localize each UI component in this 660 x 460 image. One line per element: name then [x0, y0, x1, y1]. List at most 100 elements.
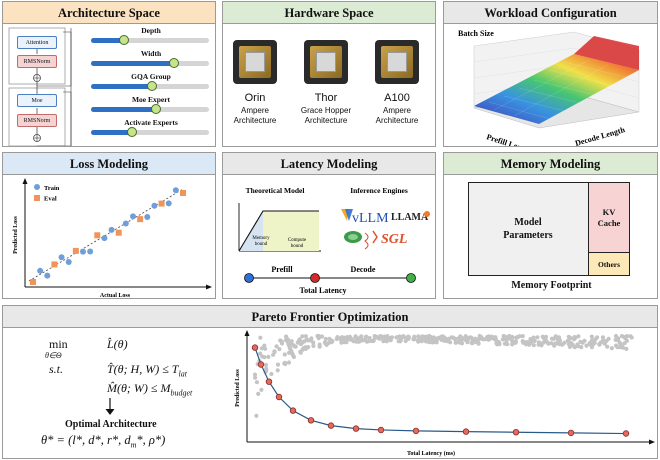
candidate-point: [309, 336, 314, 341]
svg-text:vLLM: vLLM: [352, 211, 389, 226]
memory-bound-label: Memory bound: [252, 236, 270, 247]
workload-configuration-title: Workload Configuration: [444, 2, 657, 24]
candidate-point: [613, 333, 619, 339]
slider-track[interactable]: [91, 58, 209, 68]
candidate-point: [263, 346, 268, 351]
train-point: [144, 213, 151, 220]
train-point: [122, 220, 129, 227]
decode-label: Decode: [351, 265, 376, 274]
candidate-point: [449, 335, 454, 340]
hardware-architecture: Ampere Architecture: [375, 106, 419, 125]
candidate-point: [589, 334, 594, 339]
candidate-point: [258, 335, 263, 340]
candidate-point: [597, 342, 602, 347]
candidate-point: [531, 335, 536, 340]
hardware-architecture: Ampere Architecture: [233, 106, 277, 125]
formula-memory-constraint: M̂(θ; W) ≤ Mbudget: [107, 381, 193, 398]
candidate-point: [427, 339, 432, 344]
candidate-point: [254, 413, 259, 418]
candidate-point: [279, 341, 285, 346]
slider-handle[interactable]: [150, 104, 161, 114]
slider-handle[interactable]: [127, 127, 138, 137]
eval-point: [30, 279, 36, 285]
slider-track[interactable]: [91, 81, 209, 91]
latency-diagram: Theoretical Model Inference Engines Memo…: [238, 186, 430, 295]
candidate-point: [438, 336, 443, 341]
slider-label: Activate Experts: [124, 118, 178, 127]
formula-st: s.t.: [49, 362, 64, 376]
moe-block: Moe: [17, 94, 57, 107]
candidate-point: [353, 334, 358, 339]
pareto-x-label: Total Latency (ms): [407, 450, 455, 457]
candidate-point: [259, 346, 264, 351]
slider-handle[interactable]: [119, 35, 130, 45]
pareto-optimal-point: [352, 425, 360, 432]
slider-track[interactable]: [91, 104, 209, 114]
compute-bound-label: Compute bound: [288, 238, 307, 249]
candidate-point: [434, 339, 439, 344]
train-point: [165, 200, 172, 207]
hardware-name: Thor: [314, 92, 338, 104]
candidate-point: [359, 334, 364, 339]
slider-fill: [91, 130, 133, 135]
loss-modeling-panel: Loss Modeling Train Eval Predicted Loss …: [2, 152, 216, 299]
candidate-point: [448, 340, 453, 345]
theoretical-model-label: Theoretical Model: [246, 186, 305, 195]
candidate-point: [283, 338, 289, 343]
architecture-sliders: Depth Width GQA Group Moe Expert Activate Ex…: [89, 26, 213, 144]
sglang-logo: SGL: [372, 230, 407, 247]
memory-modeling-panel: Memory Modeling Model Parameters KV Cach…: [443, 152, 658, 299]
legend-train-marker: [34, 184, 40, 190]
slider-label: GQA Group: [131, 72, 171, 81]
candidate-point: [453, 340, 458, 345]
memory-modeling-title: Memory Modeling: [444, 153, 657, 175]
inference-engines-label: Inference Engines: [350, 186, 408, 195]
candidate-point: [506, 335, 511, 340]
workload-3d-surface: Batch Size Prefill Length Decode Length: [458, 29, 640, 146]
candidate-point: [536, 342, 541, 347]
candidate-point: [256, 391, 261, 396]
compute-bound-region: [263, 211, 319, 251]
gpu-chip-icon: [375, 40, 419, 84]
candidate-point: [527, 342, 532, 347]
train-point: [80, 248, 86, 255]
candidate-point: [520, 334, 525, 339]
candidate-point: [613, 337, 618, 342]
train-point: [58, 254, 65, 261]
candidate-point: [303, 334, 308, 339]
candidate-point: [485, 334, 490, 340]
candidate-point: [385, 334, 390, 339]
eval-point: [180, 190, 186, 196]
candidate-point: [604, 338, 609, 344]
candidate-point: [590, 338, 595, 343]
latency-modeling-title: Latency Modeling: [223, 153, 435, 175]
formula-optimal-architecture: θ* = (l*, d*, r*, dm*, ρ*): [41, 433, 166, 450]
eval-point: [51, 261, 58, 268]
candidate-point: [559, 342, 564, 347]
slider-handle[interactable]: [168, 58, 179, 68]
loss-modeling-title: Loss Modeling: [3, 153, 215, 175]
legend-eval-marker: [34, 195, 40, 201]
candidate-point: [620, 345, 625, 350]
candidate-point: [311, 340, 316, 345]
candidate-point: [377, 336, 382, 341]
gpu-chip-icon: [233, 40, 277, 84]
candidate-point: [258, 351, 263, 356]
candidate-point: [572, 344, 577, 349]
kv-cache-block: KV Cache: [588, 182, 630, 252]
candidate-point: [394, 335, 399, 340]
llama-cpp-logo: LLAMA: [391, 211, 430, 223]
candidate-point: [531, 343, 536, 348]
ollama-logo: [344, 231, 369, 250]
slider-handle[interactable]: [147, 81, 158, 91]
candidate-point: [292, 344, 297, 349]
candidate-point: [587, 341, 592, 346]
slider-track[interactable]: [91, 127, 209, 137]
slider-track[interactable]: [91, 35, 209, 45]
eval-point: [158, 200, 165, 207]
candidate-point: [566, 334, 571, 339]
pareto-optimal-point: [512, 428, 520, 436]
candidate-point: [595, 335, 600, 340]
pareto-frontier-title: Pareto Frontier Optimization: [3, 306, 657, 328]
optimal-architecture-label: Optimal Architecture: [65, 419, 157, 430]
